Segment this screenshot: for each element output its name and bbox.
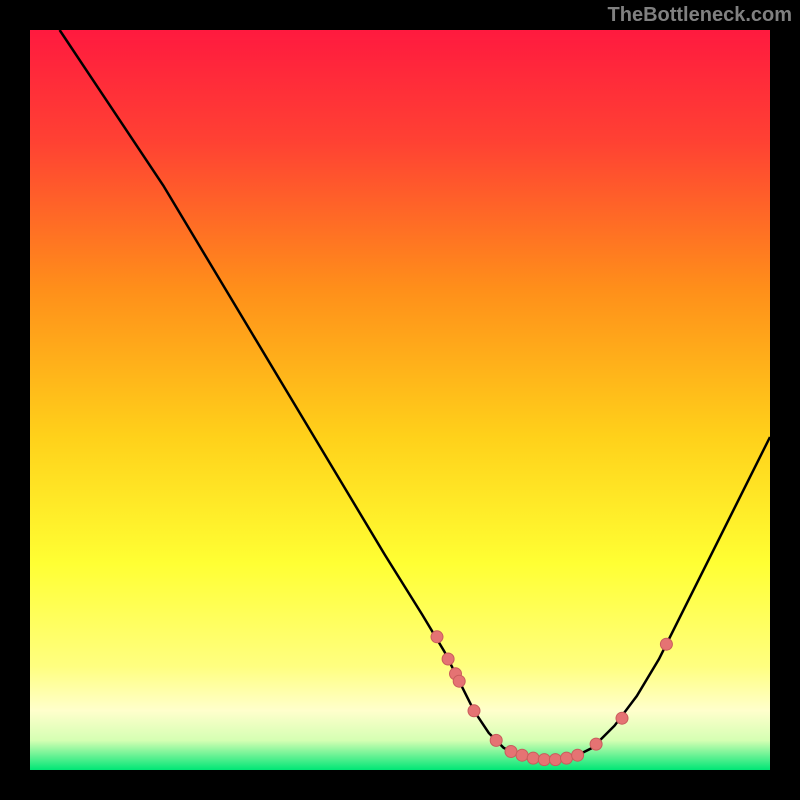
data-marker	[549, 754, 561, 766]
data-marker	[538, 754, 550, 766]
data-marker	[505, 746, 517, 758]
bottleneck-curve-chart	[0, 0, 800, 800]
data-marker	[572, 749, 584, 761]
data-marker	[590, 738, 602, 750]
data-marker	[527, 752, 539, 764]
data-marker	[468, 705, 480, 717]
data-marker	[442, 653, 454, 665]
data-marker	[516, 749, 528, 761]
data-marker	[431, 631, 443, 643]
data-marker	[616, 712, 628, 724]
data-marker	[561, 752, 573, 764]
data-marker	[490, 734, 502, 746]
data-marker	[453, 675, 465, 687]
chart-root: TheBottleneck.com	[0, 0, 800, 800]
data-marker	[660, 638, 672, 650]
